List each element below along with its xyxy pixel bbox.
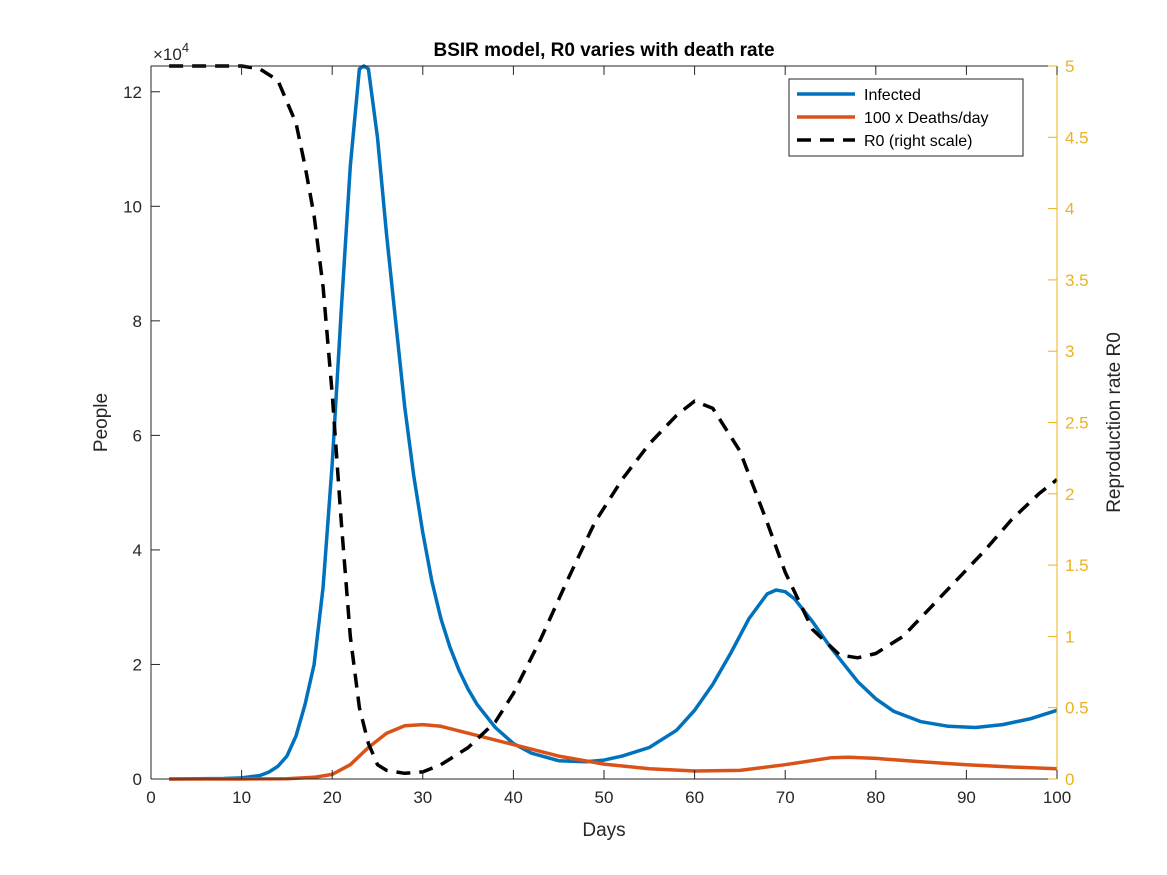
x-tick-label: 50 xyxy=(595,788,614,807)
y-right-tick-label: 4 xyxy=(1065,200,1074,219)
y-right-tick-label: 3.5 xyxy=(1065,271,1089,290)
y-axis-exponent-base: ×10 xyxy=(153,45,182,64)
y-tick-label: 8 xyxy=(133,312,142,331)
legend: Infected 100 x Deaths/day R0 (right scale) xyxy=(788,78,1024,157)
x-tick-label: 90 xyxy=(957,788,976,807)
series-layer xyxy=(169,64,1059,781)
x-tick-label: 80 xyxy=(866,788,885,807)
series-line-deaths xyxy=(169,722,1058,781)
y-right-tick-label: 3 xyxy=(1065,342,1074,361)
series-line-r0 xyxy=(169,64,1059,776)
y-tick-label: 4 xyxy=(133,541,142,560)
legend-label-r0: R0 (right scale) xyxy=(864,133,972,150)
y-right-tick-label: 2 xyxy=(1065,485,1074,504)
y-right-tick-label: 1 xyxy=(1065,627,1074,646)
y-tick-label: 2 xyxy=(133,655,142,674)
x-tick-label: 70 xyxy=(776,788,795,807)
y-right-tick-label: 0.5 xyxy=(1065,699,1089,718)
y-tick-label: 12 xyxy=(123,83,142,102)
x-tick-label: 10 xyxy=(232,788,251,807)
y-axis-exponent: ×104 xyxy=(153,40,189,64)
x-axis-title: Days xyxy=(582,820,625,841)
chart-title: BSIR model, R0 varies with death rate xyxy=(433,40,774,61)
y-right-tick-label: 2.5 xyxy=(1065,414,1089,433)
y-right-tick-label: 1.5 xyxy=(1065,556,1089,575)
y-right-tick-label: 5 xyxy=(1065,57,1074,76)
x-tick-label: 20 xyxy=(323,788,342,807)
series-line-infected xyxy=(169,64,1058,781)
legend-label-deaths: 100 x Deaths/day xyxy=(864,110,989,127)
x-tick-label: 100 xyxy=(1043,788,1071,807)
y-axis-exponent-power: 4 xyxy=(182,40,189,55)
x-tick-label: 30 xyxy=(413,788,432,807)
plot-area xyxy=(151,66,1057,779)
y-tick-label: 0 xyxy=(133,770,142,789)
y-right-axis-title: Reproduction rate R0 xyxy=(1104,332,1125,513)
y-right-tick-label: 4.5 xyxy=(1065,128,1089,147)
x-tick-label: 40 xyxy=(504,788,523,807)
axes-layer: 0 10 20 30 40 50 60 70 80 90 10002468101200.511.52… xyxy=(123,57,1089,807)
y-tick-label: 6 xyxy=(133,426,142,445)
x-tick-label: 60 xyxy=(685,788,704,807)
x-tick-label: 0 xyxy=(146,788,155,807)
y-axis-title: People xyxy=(91,393,112,452)
legend-label-infected: Infected xyxy=(864,87,921,104)
y-tick-label: 10 xyxy=(123,197,142,216)
y-right-tick-label: 0 xyxy=(1065,770,1074,789)
